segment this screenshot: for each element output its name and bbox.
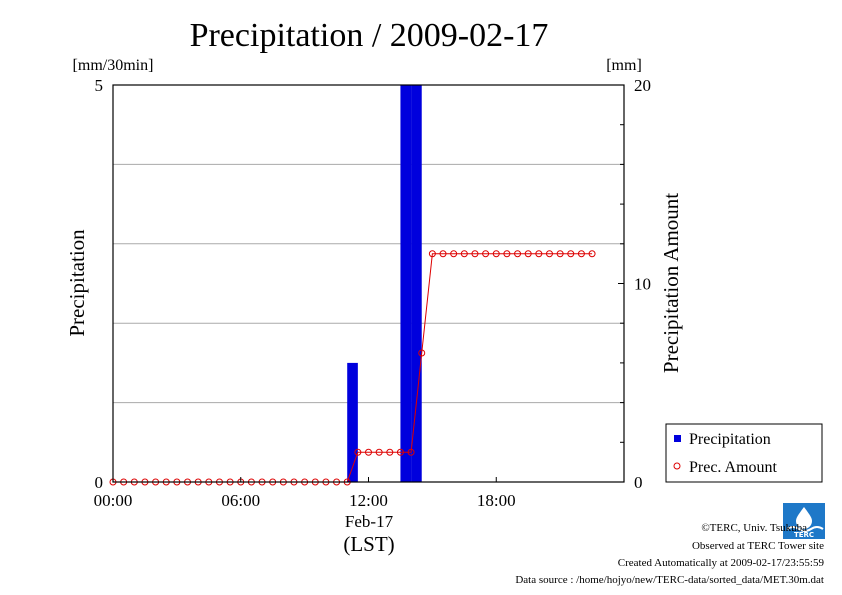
x-date-label: Feb-17 bbox=[345, 512, 394, 531]
prec-amount-point bbox=[386, 448, 394, 456]
right-axis-unit: [mm] bbox=[606, 57, 642, 74]
prec-amount-point bbox=[439, 250, 447, 258]
legend-amount-marker bbox=[673, 462, 681, 470]
chart-title: Precipitation / 2009-02-17 bbox=[190, 17, 549, 54]
left-tick-label: 0 bbox=[95, 473, 104, 492]
prec-amount-point bbox=[365, 448, 372, 456]
precipitation-bar bbox=[347, 362, 358, 482]
right-tick-label: 20 bbox=[634, 76, 651, 95]
grid-lines bbox=[113, 163, 624, 404]
legend: Precipitation Prec. Amount bbox=[665, 423, 823, 483]
legend-box bbox=[665, 423, 823, 483]
precipitation-bar bbox=[411, 85, 422, 482]
minor-ticks bbox=[620, 124, 624, 443]
prec-amount-point bbox=[588, 250, 596, 258]
prec-amount-point bbox=[503, 250, 511, 258]
left-axis-unit: [mm/30min] bbox=[73, 57, 154, 74]
precipitation-bar bbox=[400, 85, 412, 482]
terc-logo: TERC bbox=[783, 503, 825, 539]
x-timezone-label: (LST) bbox=[343, 532, 394, 556]
prec-amount-point bbox=[492, 250, 500, 258]
plot-frame bbox=[112, 84, 625, 483]
prec-amount-point bbox=[567, 250, 575, 258]
prec-amount-point bbox=[460, 250, 468, 258]
prec-amount-point bbox=[535, 250, 543, 258]
prec-amount-point bbox=[354, 448, 362, 456]
x-tick-label: 12:00 bbox=[349, 491, 388, 510]
prec-amount-point bbox=[556, 250, 564, 258]
prec-amount-point bbox=[482, 250, 490, 258]
prec-amount-point bbox=[514, 250, 522, 258]
x-tick-label: 00:00 bbox=[94, 491, 133, 510]
legend-precipitation-label: Precipitation bbox=[689, 431, 771, 448]
prec-amount-point bbox=[428, 250, 436, 258]
created-timestamp-text: Created Automatically at 2009-02-17/23:5… bbox=[617, 557, 824, 569]
left-axis-title: Precipitation bbox=[65, 229, 89, 337]
legend-amount-label: Prec. Amount bbox=[689, 459, 778, 476]
copyright-text: ©TERC, Univ. Tsukuba bbox=[701, 522, 807, 534]
right-tick-label: 0 bbox=[634, 473, 643, 492]
left-tick-label: 5 bbox=[95, 76, 104, 95]
prec-amount-point bbox=[450, 250, 458, 258]
x-axis-ticks: 00:00 06:00 12:00 18:00 bbox=[94, 477, 516, 510]
left-axis-ticks: 05 bbox=[95, 76, 118, 492]
precipitation-bars bbox=[347, 85, 422, 482]
prec-amount-point bbox=[396, 448, 404, 456]
x-tick-label: 18:00 bbox=[477, 491, 516, 510]
prec-amount-point bbox=[407, 448, 415, 456]
x-tick-label: 06:00 bbox=[221, 491, 260, 510]
terc-logo-text: TERC bbox=[794, 531, 814, 539]
observed-site-text: Observed at TERC Tower site bbox=[691, 540, 824, 552]
prec-amount-point bbox=[418, 349, 426, 357]
prec-amount-point bbox=[524, 250, 532, 258]
right-axis-title: Precipitation Amount bbox=[659, 193, 683, 373]
prec-amount-point bbox=[375, 448, 383, 456]
legend-precipitation-marker bbox=[674, 435, 681, 442]
data-source-text: Data source : /home/hojyo/new/TERC-data/… bbox=[515, 574, 824, 586]
right-axis-ticks: 0 10 20 bbox=[618, 76, 651, 492]
prec-amount-point bbox=[577, 250, 585, 258]
prec-amount-point bbox=[471, 250, 479, 258]
prec-amount-point bbox=[545, 250, 553, 258]
right-tick-label: 10 bbox=[634, 275, 651, 294]
